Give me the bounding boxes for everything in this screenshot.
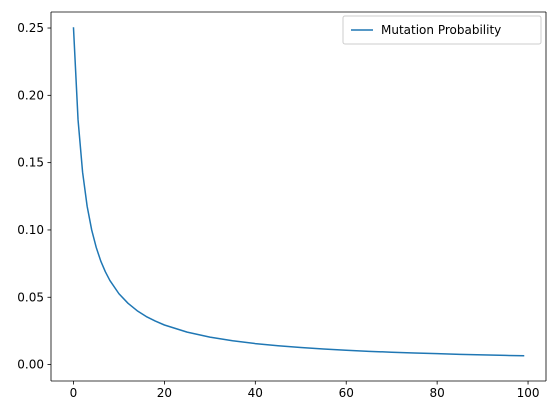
y-tick-label: 0.00 — [17, 358, 44, 372]
x-tick-label: 60 — [339, 386, 354, 400]
y-axis: 0.00 0.05 0.10 0.15 0.20 0.25 — [17, 21, 51, 372]
x-tick-label: 0 — [70, 386, 78, 400]
y-tick-label: 0.05 — [17, 290, 44, 304]
y-tick-label: 0.15 — [17, 156, 44, 170]
x-tick-label: 80 — [429, 386, 444, 400]
x-tick-label: 20 — [157, 386, 172, 400]
legend: Mutation Probability — [342, 15, 542, 45]
y-tick-label: 0.25 — [17, 21, 44, 35]
y-tick-label: 0.20 — [17, 88, 44, 102]
x-tick-label: 100 — [517, 386, 540, 400]
x-tick-label: 40 — [248, 386, 263, 400]
x-axis: 0 20 40 60 80 100 — [70, 381, 540, 400]
y-tick-label: 0.10 — [17, 223, 44, 237]
axes-frame — [50, 11, 547, 382]
legend-label: Mutation Probability — [381, 23, 501, 37]
series-line-0 — [72, 27, 525, 357]
legend-box — [342, 15, 542, 45]
series-layer — [72, 27, 525, 357]
